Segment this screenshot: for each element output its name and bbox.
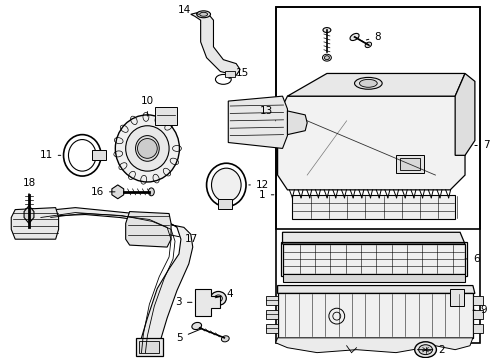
Bar bbox=[450, 288, 464, 306]
Bar bbox=[155, 107, 177, 125]
Ellipse shape bbox=[365, 42, 371, 48]
Ellipse shape bbox=[136, 136, 159, 161]
Polygon shape bbox=[275, 338, 473, 353]
Polygon shape bbox=[278, 285, 475, 293]
Ellipse shape bbox=[322, 54, 331, 61]
Text: 7: 7 bbox=[475, 140, 490, 150]
Bar bbox=[473, 324, 483, 333]
Ellipse shape bbox=[355, 77, 382, 89]
Text: 16: 16 bbox=[91, 187, 115, 197]
Ellipse shape bbox=[323, 28, 331, 32]
Polygon shape bbox=[112, 185, 123, 199]
Bar bbox=[275, 7, 480, 343]
Polygon shape bbox=[278, 293, 473, 338]
Text: 11: 11 bbox=[39, 150, 61, 160]
Ellipse shape bbox=[211, 292, 226, 305]
Text: 14: 14 bbox=[177, 5, 198, 15]
Polygon shape bbox=[283, 274, 465, 282]
Bar bbox=[275, 7, 480, 229]
Text: 6: 6 bbox=[465, 254, 480, 264]
Ellipse shape bbox=[215, 295, 222, 302]
Text: 5: 5 bbox=[176, 329, 201, 343]
Ellipse shape bbox=[221, 336, 229, 342]
Text: 2: 2 bbox=[417, 345, 445, 355]
Ellipse shape bbox=[350, 33, 359, 41]
Polygon shape bbox=[191, 12, 240, 76]
Polygon shape bbox=[283, 232, 465, 244]
Ellipse shape bbox=[415, 342, 437, 357]
Text: 4: 4 bbox=[215, 289, 233, 300]
Ellipse shape bbox=[115, 115, 179, 182]
Bar bbox=[136, 338, 163, 356]
Bar bbox=[473, 310, 483, 319]
Polygon shape bbox=[288, 73, 465, 96]
Text: 3: 3 bbox=[175, 297, 192, 307]
Polygon shape bbox=[278, 96, 465, 190]
Text: 15: 15 bbox=[229, 68, 249, 78]
Circle shape bbox=[138, 139, 157, 158]
Polygon shape bbox=[125, 212, 171, 247]
Ellipse shape bbox=[196, 11, 211, 18]
Text: 1: 1 bbox=[259, 190, 274, 200]
Polygon shape bbox=[228, 96, 288, 148]
Bar bbox=[266, 296, 278, 305]
Polygon shape bbox=[11, 208, 59, 239]
Bar bbox=[140, 341, 159, 353]
Text: 10: 10 bbox=[141, 96, 154, 116]
Ellipse shape bbox=[324, 56, 329, 60]
Bar bbox=[473, 296, 483, 305]
Bar bbox=[92, 150, 106, 160]
Polygon shape bbox=[455, 73, 475, 155]
Bar bbox=[266, 324, 278, 333]
Ellipse shape bbox=[360, 80, 377, 87]
Polygon shape bbox=[293, 195, 455, 220]
Text: 9: 9 bbox=[473, 305, 488, 315]
Text: 8: 8 bbox=[367, 32, 381, 42]
Text: 13: 13 bbox=[259, 106, 275, 121]
Bar bbox=[225, 72, 235, 77]
Ellipse shape bbox=[199, 12, 208, 16]
Bar bbox=[396, 155, 423, 173]
Bar bbox=[281, 242, 467, 276]
Polygon shape bbox=[23, 208, 193, 353]
Polygon shape bbox=[283, 244, 465, 274]
Bar bbox=[219, 199, 232, 208]
Text: 17: 17 bbox=[170, 234, 198, 244]
Ellipse shape bbox=[418, 345, 433, 355]
Text: 18: 18 bbox=[23, 178, 36, 196]
Ellipse shape bbox=[212, 168, 241, 202]
Polygon shape bbox=[195, 288, 220, 316]
Polygon shape bbox=[24, 206, 34, 224]
Polygon shape bbox=[288, 111, 307, 135]
Text: 12: 12 bbox=[249, 180, 269, 190]
Ellipse shape bbox=[192, 323, 201, 329]
Bar bbox=[266, 310, 278, 319]
Bar bbox=[400, 158, 419, 170]
Ellipse shape bbox=[125, 126, 169, 171]
Ellipse shape bbox=[148, 188, 154, 196]
